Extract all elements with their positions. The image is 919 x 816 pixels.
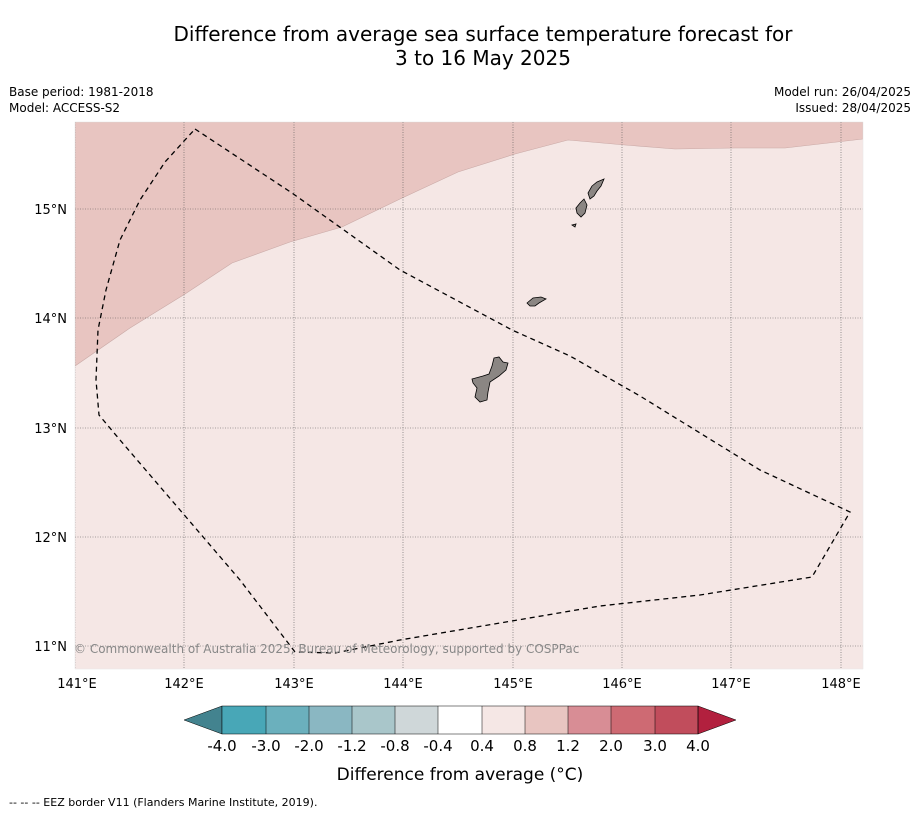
lon-label-147: 147°E <box>711 677 751 692</box>
colorbar-tick-label: 3.0 <box>643 737 667 755</box>
colorbar-tick-label: 2.0 <box>599 737 623 755</box>
colorbar-bin-10 <box>611 706 655 734</box>
lat-label-14: 14°N <box>34 312 67 327</box>
map-area <box>75 122 863 669</box>
colorbar-label: Difference from average (°C) <box>337 765 584 785</box>
colorbar-bin-11 <box>655 706 698 734</box>
lon-label-144: 144°E <box>383 677 423 692</box>
colorbar-tick-label: 1.2 <box>556 737 580 755</box>
lon-labels: 141°E 142°E 143°E 144°E 145°E 146°E 147°… <box>57 677 861 692</box>
lat-labels: 15°N 14°N 13°N 12°N 11°N <box>34 203 67 655</box>
colorbar-bin-7 <box>482 706 525 734</box>
map-title: Difference from average sea surface temp… <box>0 22 919 70</box>
lat-label-15: 15°N <box>34 203 67 218</box>
colorbar-tick-label: 0.4 <box>470 737 494 755</box>
colorbar-bin-2 <box>266 706 309 734</box>
lon-label-143: 143°E <box>274 677 314 692</box>
colorbar-bin-1 <box>222 706 266 734</box>
lon-label-148: 148°E <box>821 677 861 692</box>
colorbar-bin-5 <box>395 706 438 734</box>
metadata-right: Model run: 26/04/2025 Issued: 28/04/2025 <box>774 84 911 116</box>
lon-label-146: 146°E <box>602 677 642 692</box>
colorbar-bin-9 <box>568 706 611 734</box>
island-tinian <box>575 198 588 218</box>
colorbar-tick-label: 0.8 <box>513 737 537 755</box>
colorbar-tick-label: 4.0 <box>686 737 710 755</box>
colorbar-bin-6 <box>438 706 482 734</box>
eez-border <box>95 128 851 654</box>
anomaly-region-0.8-1.2 <box>75 122 863 367</box>
lon-label-142: 142°E <box>164 677 204 692</box>
colorbar-tick-label: -0.4 <box>423 737 452 755</box>
lon-label-145: 145°E <box>493 677 533 692</box>
model-run: Model run: 26/04/2025 <box>773 85 911 99</box>
graticule <box>75 122 863 669</box>
lat-label-13: 13°N <box>34 422 67 437</box>
title-line-1: Difference from average sea surface temp… <box>173 22 793 46</box>
colorbar-tick-labels: -4.0 -3.0 -2.0 -1.2 -0.8 -0.4 0.4 0.8 1.… <box>207 737 710 755</box>
island-saipan <box>587 178 605 200</box>
colorbar-dividers <box>265 706 656 734</box>
colorbar-bin-3 <box>309 706 352 734</box>
eez-legend-note: -- -- -- EEZ border V11 (Flanders Marine… <box>9 796 318 809</box>
metadata-left: Base period: 1981-2018 Model: ACCESS-S2 <box>9 84 154 116</box>
island-aguijan <box>571 223 577 228</box>
map-border <box>74 121 864 670</box>
colorbar-bin-8 <box>525 706 568 734</box>
colorbar-outline <box>221 705 699 735</box>
colorbar-extend-low <box>183 705 223 735</box>
colorbar-bin-4 <box>352 706 395 734</box>
colorbar-extend-high <box>697 705 737 735</box>
colorbar-tick-label: -3.0 <box>251 737 280 755</box>
island-rota <box>526 296 547 307</box>
lat-label-12: 12°N <box>34 531 67 546</box>
lon-label-141: 141°E <box>57 677 97 692</box>
colorbar-tick-label: -2.0 <box>294 737 323 755</box>
issued-date: Issued: 28/04/2025 <box>795 101 911 115</box>
lat-label-11: 11°N <box>34 640 67 655</box>
colorbar: -4.0 -3.0 -2.0 -1.2 -0.8 -0.4 0.4 0.8 1.… <box>183 705 737 785</box>
colorbar-tick-label: -4.0 <box>207 737 236 755</box>
island-guam <box>471 356 509 403</box>
colorbar-tick-label: -1.2 <box>337 737 366 755</box>
copyright-text: © Commonwealth of Australia 2025, Bureau… <box>74 642 579 656</box>
islands <box>471 178 605 403</box>
colorbar-tick-label: -0.8 <box>380 737 409 755</box>
base-period: Base period: 1981-2018 <box>9 85 154 99</box>
model-name: Model: ACCESS-S2 <box>9 101 121 115</box>
title-line-2: 3 to 16 May 2025 <box>395 46 571 70</box>
